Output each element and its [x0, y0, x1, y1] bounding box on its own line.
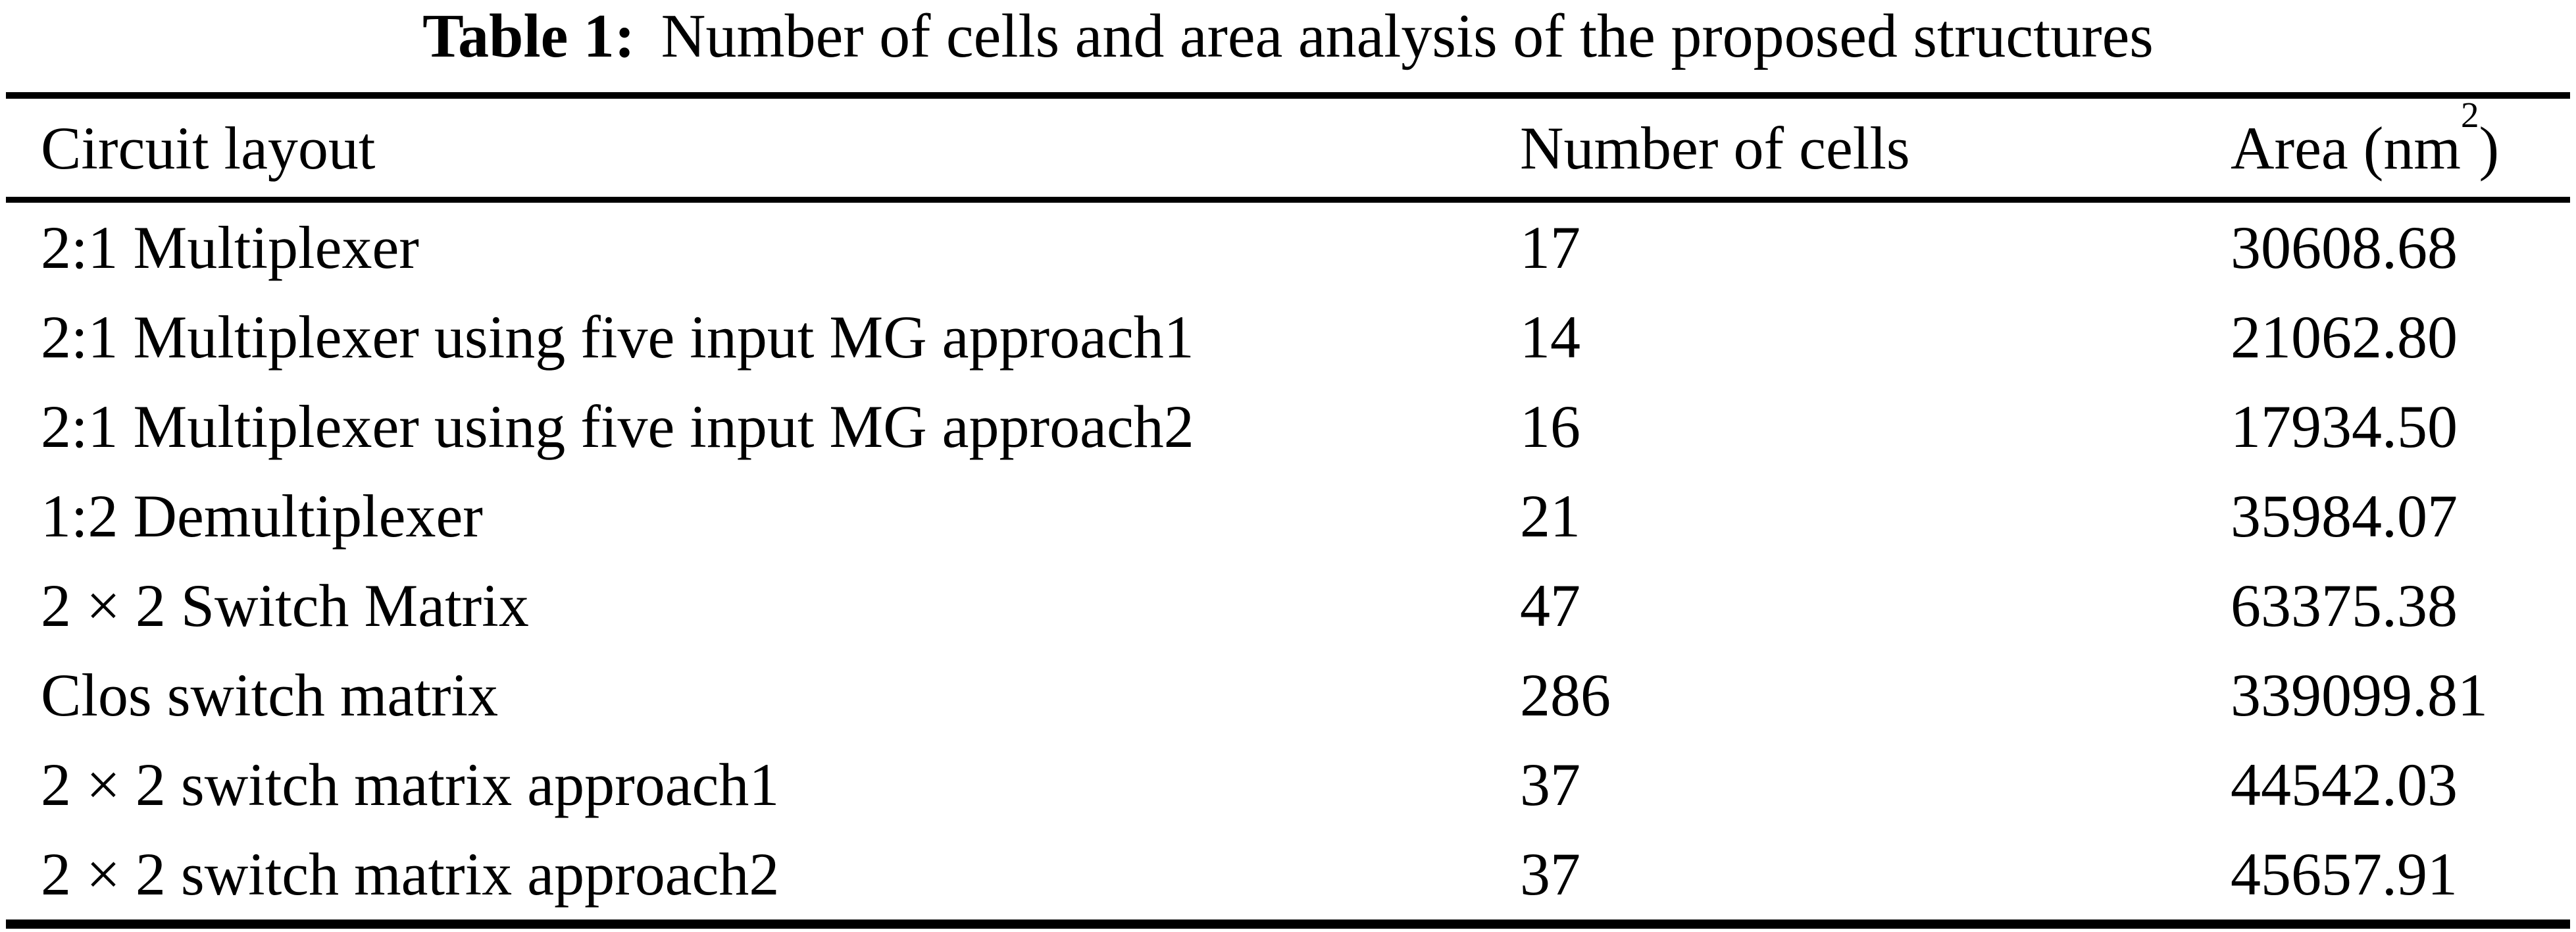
- table-header-row: Circuit layout Number of cells Area (nm2…: [6, 97, 2570, 197]
- table-body: 2:1 Multiplexer 17 30608.68 2:1 Multiple…: [0, 203, 2576, 919]
- table-bottom-rule: [6, 919, 2570, 929]
- cell-number-of-cells: 17: [1520, 214, 1580, 281]
- area-header-superscript: 2: [2460, 95, 2479, 136]
- table-row: 2:1 Multiplexer 17 30608.68: [6, 203, 2576, 292]
- column-header-number-of-cells: Number of cells: [1520, 114, 1910, 182]
- cell-area: 30608.68: [2231, 214, 2458, 281]
- area-header-suffix: ): [2479, 114, 2500, 182]
- table-row: 2 × 2 Switch Matrix 47 63375.38: [6, 561, 2576, 650]
- cell-number-of-cells: 286: [1520, 661, 1611, 729]
- cell-number-of-cells: 14: [1520, 303, 1580, 371]
- table-top-rule: [6, 92, 2570, 99]
- cell-area: 339099.81: [2231, 661, 2488, 729]
- cell-circuit-layout: 2:1 Multiplexer: [41, 214, 419, 281]
- cell-area: 35984.07: [2231, 482, 2458, 550]
- cell-area: 21062.80: [2231, 303, 2458, 371]
- area-header-prefix: Area (nm: [2231, 114, 2461, 182]
- cell-number-of-cells: 16: [1520, 393, 1580, 460]
- table-row: 2:1 Multiplexer using five input MG appr…: [6, 382, 2576, 471]
- table-row: Clos switch matrix 286 339099.81: [6, 650, 2576, 740]
- cell-number-of-cells: 21: [1520, 482, 1580, 550]
- table-row: 2 × 2 switch matrix approach1 37 44542.0…: [6, 740, 2576, 829]
- cell-area: 45657.91: [2231, 841, 2458, 908]
- cell-circuit-layout: 2 × 2 Switch Matrix: [41, 572, 529, 639]
- column-header-circuit-layout: Circuit layout: [41, 114, 376, 182]
- table-header-rule: [6, 197, 2570, 203]
- cell-number-of-cells: 37: [1520, 751, 1580, 818]
- cell-number-of-cells: 47: [1520, 572, 1580, 639]
- table-row: 2 × 2 switch matrix approach2 37 45657.9…: [6, 829, 2576, 919]
- cell-circuit-layout: 1:2 Demultiplexer: [41, 482, 483, 550]
- cell-circuit-layout: 2 × 2 switch matrix approach1: [41, 751, 780, 818]
- table-row: 1:2 Demultiplexer 21 35984.07: [6, 471, 2576, 561]
- cell-area: 63375.38: [2231, 572, 2458, 639]
- cell-circuit-layout: 2:1 Multiplexer using five input MG appr…: [41, 303, 1194, 371]
- table-row: 2:1 Multiplexer using five input MG appr…: [6, 292, 2576, 382]
- table-caption: Table 1: Number of cells and area analys…: [0, 0, 2576, 92]
- cell-area: 17934.50: [2231, 393, 2458, 460]
- table-caption-text: Number of cells and area analysis of the…: [661, 2, 2154, 70]
- cell-circuit-layout: Clos switch matrix: [41, 661, 499, 729]
- cell-area: 44542.03: [2231, 751, 2458, 818]
- table-caption-label: Table 1:: [422, 2, 636, 70]
- column-header-area: Area (nm2): [2231, 97, 2570, 178]
- cell-number-of-cells: 37: [1520, 841, 1580, 908]
- cell-circuit-layout: 2 × 2 switch matrix approach2: [41, 841, 780, 908]
- cell-circuit-layout: 2:1 Multiplexer using five input MG appr…: [41, 393, 1194, 460]
